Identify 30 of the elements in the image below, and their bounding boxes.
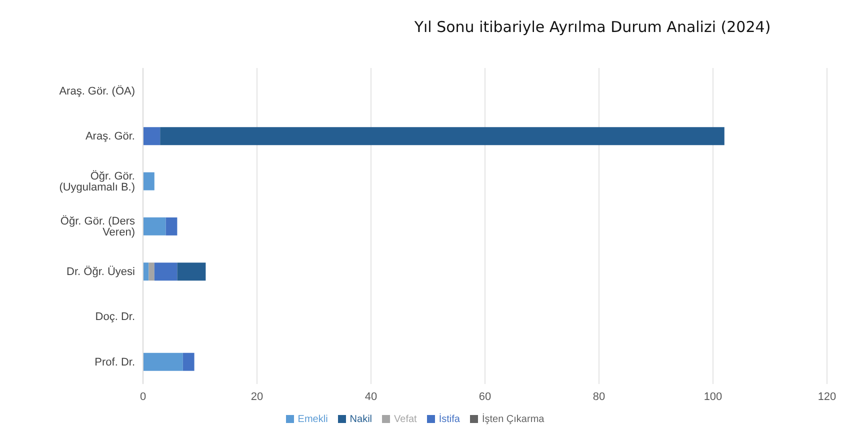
bar xyxy=(143,352,183,371)
x-tick-label: 80 xyxy=(592,390,606,403)
bar xyxy=(160,127,724,146)
y-tick-label: Öğr. Gör. (Uygulamalı B.) xyxy=(59,169,135,194)
bar xyxy=(148,262,154,281)
x-tick-label: 120 xyxy=(818,390,836,403)
y-tick-label: Prof. Dr. xyxy=(94,356,135,368)
x-tick-label: 20 xyxy=(250,390,264,403)
bar xyxy=(143,217,166,236)
y-tick-label: Araş. Gör. xyxy=(85,130,135,143)
legend-label: Vefat xyxy=(394,414,417,425)
legend-label: Nakil xyxy=(350,414,372,425)
bar xyxy=(177,262,206,281)
y-tick-label: Araş. Gör. (ÖA) xyxy=(59,84,135,98)
bar xyxy=(166,217,178,236)
legend-label: Emekli xyxy=(298,414,328,425)
x-tick-label: 100 xyxy=(704,390,722,403)
y-tick-label: Doç. Dr. xyxy=(95,311,135,324)
y-tick-label: Öğr. Gör. (Ders Veren) xyxy=(60,214,136,238)
y-tick-label: Dr. Öğr. Üyesi xyxy=(66,265,135,278)
legend-label: İstifa xyxy=(438,414,460,425)
chart-title: Yıl Sonu itibariyle Ayrılma Durum Analizi (2024) xyxy=(413,17,772,38)
x-tick-label: 60 xyxy=(478,390,492,403)
bar xyxy=(182,352,194,371)
legend-label: İşten Çıkarma xyxy=(482,414,544,425)
x-tick-label: 40 xyxy=(364,390,378,403)
bar xyxy=(143,127,160,146)
x-tick-label: 0 xyxy=(140,390,146,403)
bar xyxy=(154,262,178,281)
bar xyxy=(143,172,154,190)
